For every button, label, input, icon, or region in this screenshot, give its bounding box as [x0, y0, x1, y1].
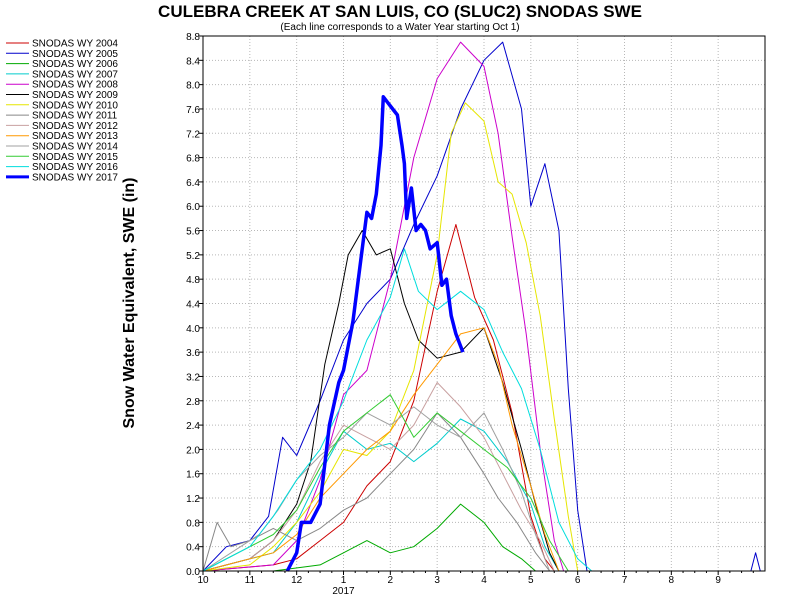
legend-label: SNODAS WY 2010: [32, 100, 118, 111]
y-tick-label: 6.8: [186, 154, 200, 165]
legend-label: SNODAS WY 2015: [32, 152, 118, 163]
y-tick-label: 0.8: [186, 518, 200, 529]
series-line: [202, 230, 560, 572]
x-tick-label: 10: [197, 575, 209, 586]
legend-label: SNODAS WY 2014: [32, 142, 118, 153]
y-tick-label: 4.8: [186, 275, 200, 286]
x-tick-label: 7: [622, 575, 628, 586]
y-axis-ticks: 0.0 0.4 0.8 1.2 1.6 2.0 2.4 2.8 3.2 3.6 4.0 4.4 4.8 5…: [186, 32, 203, 578]
legend-label: SNODAS WY 2013: [32, 131, 118, 142]
y-tick-label: 8.4: [186, 56, 200, 67]
y-tick-label: 0.0: [186, 567, 200, 578]
x-tick-label: 9: [715, 575, 721, 586]
chart-subtitle: (Each line corresponds to a Water Year s…: [280, 22, 519, 33]
grid-lines: [203, 36, 765, 571]
chart-title: CULEBRA CREEK AT SAN LUIS, CO (SLUC2) SN…: [158, 2, 642, 21]
series-line: [202, 41, 565, 572]
legend-label: SNODAS WY 2004: [32, 39, 118, 50]
y-tick-label: 5.6: [186, 227, 200, 238]
y-tick-label: 4.4: [186, 300, 200, 311]
x-tick-label: 8: [669, 575, 675, 586]
y-tick-label: 2.4: [186, 421, 200, 432]
series-line: [202, 418, 560, 572]
y-axis-label: Snow Water Equivalent, SWE (in): [121, 178, 138, 429]
x-tick-label: 5: [528, 575, 534, 586]
series-line: [202, 382, 555, 572]
y-tick-label: 7.2: [186, 129, 200, 140]
series-line: [202, 248, 593, 572]
x-tick-label: 4: [481, 575, 487, 586]
y-tick-label: 3.6: [186, 348, 200, 359]
legend-label: SNODAS WY 2008: [32, 80, 118, 91]
y-tick-label: 7.6: [186, 105, 200, 116]
x-tick-label: 12: [291, 575, 303, 586]
y-tick-label: 0.4: [186, 543, 200, 554]
legend-label: SNODAS WY 2009: [32, 90, 118, 101]
x-tick-label: 3: [434, 575, 440, 586]
x-tick-label: 11: [245, 575, 256, 586]
y-tick-label: 4.0: [186, 324, 200, 335]
x-tick-label: 2: [388, 575, 394, 586]
legend-label: SNODAS WY 2006: [32, 59, 118, 70]
series-lines: [202, 41, 761, 572]
legend-label: SNODAS WY 2016: [32, 162, 118, 173]
y-tick-label: 1.2: [186, 494, 200, 505]
series-line: [202, 102, 579, 572]
legend-label: SNODAS WY 2017: [32, 172, 118, 183]
legend-label: SNODAS WY 2012: [32, 121, 118, 132]
legend-label: SNODAS WY 2011: [32, 111, 118, 122]
legend-label: SNODAS WY 2005: [32, 49, 118, 60]
series-line: [202, 41, 761, 572]
x-tick-label: 6: [575, 575, 581, 586]
y-tick-label: 6.0: [186, 202, 200, 213]
x-tick-label: 1: [341, 575, 347, 586]
y-tick-label: 8.0: [186, 81, 200, 92]
series-line: [202, 412, 550, 572]
series-line: [285, 95, 465, 572]
y-tick-label: 2.0: [186, 445, 200, 456]
y-tick-label: 2.8: [186, 397, 200, 408]
series-line: [203, 503, 536, 572]
series-line: [202, 327, 560, 572]
series-line: [202, 394, 569, 572]
legend-label: SNODAS WY 2007: [32, 69, 118, 80]
series-line: [202, 224, 555, 572]
y-tick-label: 6.4: [186, 178, 200, 189]
y-tick-label: 3.2: [186, 372, 200, 383]
y-tick-label: 8.8: [186, 32, 200, 43]
y-tick-label: 5.2: [186, 251, 200, 262]
x-year-label: 2017: [332, 586, 355, 597]
y-tick-label: 1.6: [186, 470, 200, 481]
